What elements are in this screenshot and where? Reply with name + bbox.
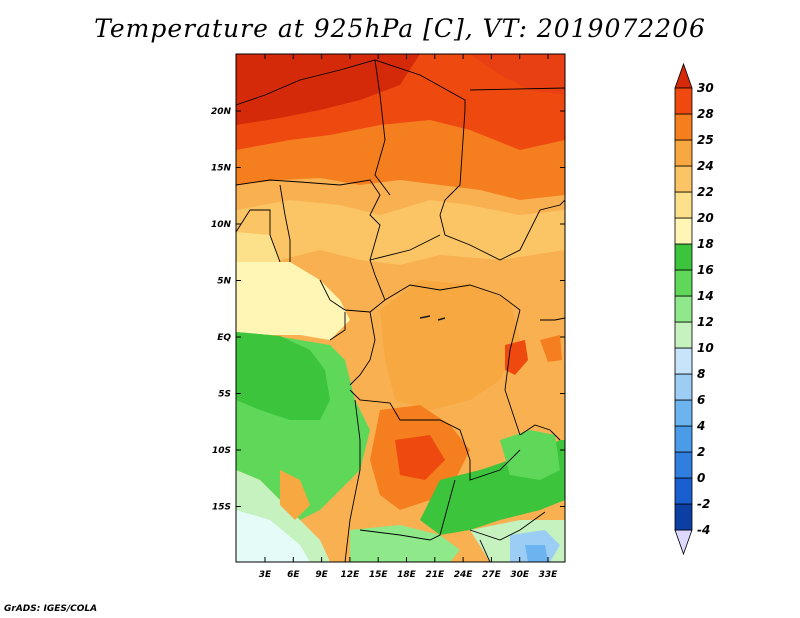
lat-tick-label: EQ — [217, 333, 231, 343]
colorbar-label: 14 — [697, 289, 714, 303]
colorbar-label: 10 — [697, 341, 714, 355]
grads-credit: GrADS: IGES/COLA — [4, 604, 98, 614]
lat-tick-label: 5N — [217, 277, 231, 287]
lon-tick-label: 3E — [259, 570, 272, 580]
colorbar-label: 18 — [697, 237, 714, 251]
colorbar-high-triangle — [674, 62, 693, 89]
lon-tick-label: 12E — [341, 570, 361, 580]
colorbar-label: 2 — [697, 445, 705, 459]
lat-tick-label: 10S — [212, 446, 231, 456]
lon-tick-label: 27E — [482, 570, 502, 580]
colorbar-label: 30 — [697, 81, 714, 95]
colorbar-label: 24 — [697, 159, 714, 173]
colorbar-label: 12 — [697, 315, 714, 329]
lon-tick-label: 30E — [510, 570, 530, 580]
lon-tick-label: 24E — [454, 570, 474, 580]
lat-tick-label: 15N — [211, 164, 232, 174]
lon-tick-label: 33E — [539, 570, 559, 580]
colorbar-box — [674, 451, 693, 479]
longitude-axis: 3E 6E 9E 12E 15E 18E 21E 24E 27E 30E 33E — [259, 54, 558, 580]
lat-tick-label: 15S — [212, 503, 231, 513]
colorbar-label: 4 — [696, 419, 705, 433]
temperature-field — [236, 54, 565, 562]
colorbar-label: 8 — [697, 367, 705, 381]
lon-tick-label: 9E — [315, 570, 328, 580]
colorbar-box — [674, 399, 693, 427]
lon-tick-label: 6E — [287, 570, 300, 580]
colorbar-label: 16 — [697, 263, 714, 277]
colorbar-box — [674, 191, 693, 219]
map-title: Temperature at 925hPa [C], VT: 201907220… — [94, 14, 706, 43]
lat-tick-label: 5S — [218, 390, 231, 400]
colorbar-box — [674, 347, 693, 375]
colorbar-box — [674, 139, 693, 167]
colorbar-box — [674, 295, 693, 323]
colorbar-box — [674, 165, 693, 193]
lon-tick-label: 15E — [369, 570, 389, 580]
colorbar-low-triangle — [674, 529, 693, 556]
latitude-axis: 20N 15N 10N 5N EQ 5S 10S 15S — [211, 107, 565, 513]
colorbar-box — [674, 217, 693, 245]
colorbar-label: 20 — [697, 211, 714, 225]
colorbar-label: 22 — [697, 185, 714, 199]
country-borders — [236, 59, 565, 562]
colorbar-box — [674, 243, 693, 271]
colorbar-box — [674, 503, 693, 531]
lon-tick-label: 18E — [397, 570, 417, 580]
colorbar-box — [674, 425, 693, 453]
lat-tick-label: 20N — [211, 107, 232, 117]
colorbar-label: 0 — [697, 471, 705, 485]
colorbar-label: 28 — [697, 107, 714, 121]
lat-tick-label: 10N — [211, 220, 232, 230]
colorbar-box — [674, 321, 693, 349]
colorbar-box — [674, 477, 693, 505]
colorbar-box — [674, 87, 693, 115]
lon-tick-label: 21E — [425, 570, 445, 580]
colorbar-label: -2 — [697, 497, 710, 511]
colorbar-box — [674, 269, 693, 297]
colorbar-box — [674, 373, 693, 401]
colorbar-label: -4 — [697, 523, 710, 537]
map-frame — [235, 53, 566, 563]
colorbar-label: 6 — [697, 393, 705, 407]
colorbar-box — [674, 113, 693, 141]
colorbar-label: 25 — [697, 133, 714, 147]
